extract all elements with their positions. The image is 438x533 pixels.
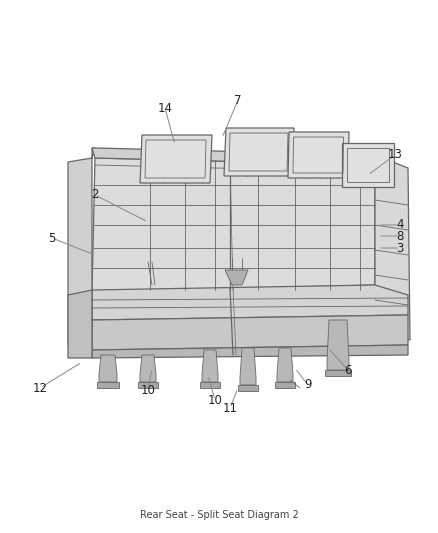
Text: 11: 11	[223, 401, 237, 415]
Polygon shape	[327, 320, 349, 370]
Polygon shape	[224, 128, 294, 176]
Text: 2: 2	[91, 189, 99, 201]
Text: 7: 7	[234, 93, 242, 107]
Polygon shape	[140, 355, 156, 382]
Polygon shape	[92, 315, 408, 350]
Text: 13: 13	[388, 149, 403, 161]
Polygon shape	[225, 270, 248, 285]
Text: 10: 10	[208, 393, 223, 407]
Polygon shape	[288, 132, 349, 178]
Polygon shape	[99, 355, 117, 382]
Polygon shape	[140, 135, 212, 183]
Polygon shape	[275, 382, 295, 388]
Text: 3: 3	[396, 241, 404, 254]
Text: 5: 5	[48, 231, 56, 245]
Text: 8: 8	[396, 230, 404, 243]
Text: 4: 4	[396, 219, 404, 231]
Polygon shape	[97, 382, 119, 388]
Text: Rear Seat - Split Seat Diagram 2: Rear Seat - Split Seat Diagram 2	[140, 510, 298, 520]
Polygon shape	[68, 290, 92, 358]
Polygon shape	[68, 148, 95, 350]
Polygon shape	[342, 143, 394, 187]
Polygon shape	[202, 350, 218, 382]
Polygon shape	[138, 382, 158, 388]
Polygon shape	[325, 370, 351, 376]
Polygon shape	[92, 148, 378, 165]
Text: 6: 6	[344, 364, 352, 376]
Polygon shape	[238, 385, 258, 391]
Polygon shape	[200, 382, 220, 388]
Text: 12: 12	[32, 382, 47, 394]
Text: 10: 10	[141, 384, 155, 397]
Polygon shape	[92, 345, 408, 358]
Polygon shape	[92, 158, 375, 292]
Text: 9: 9	[304, 378, 312, 392]
Polygon shape	[277, 348, 293, 382]
Polygon shape	[240, 348, 256, 385]
Polygon shape	[375, 155, 410, 340]
Polygon shape	[92, 285, 408, 320]
Text: 14: 14	[158, 101, 173, 115]
